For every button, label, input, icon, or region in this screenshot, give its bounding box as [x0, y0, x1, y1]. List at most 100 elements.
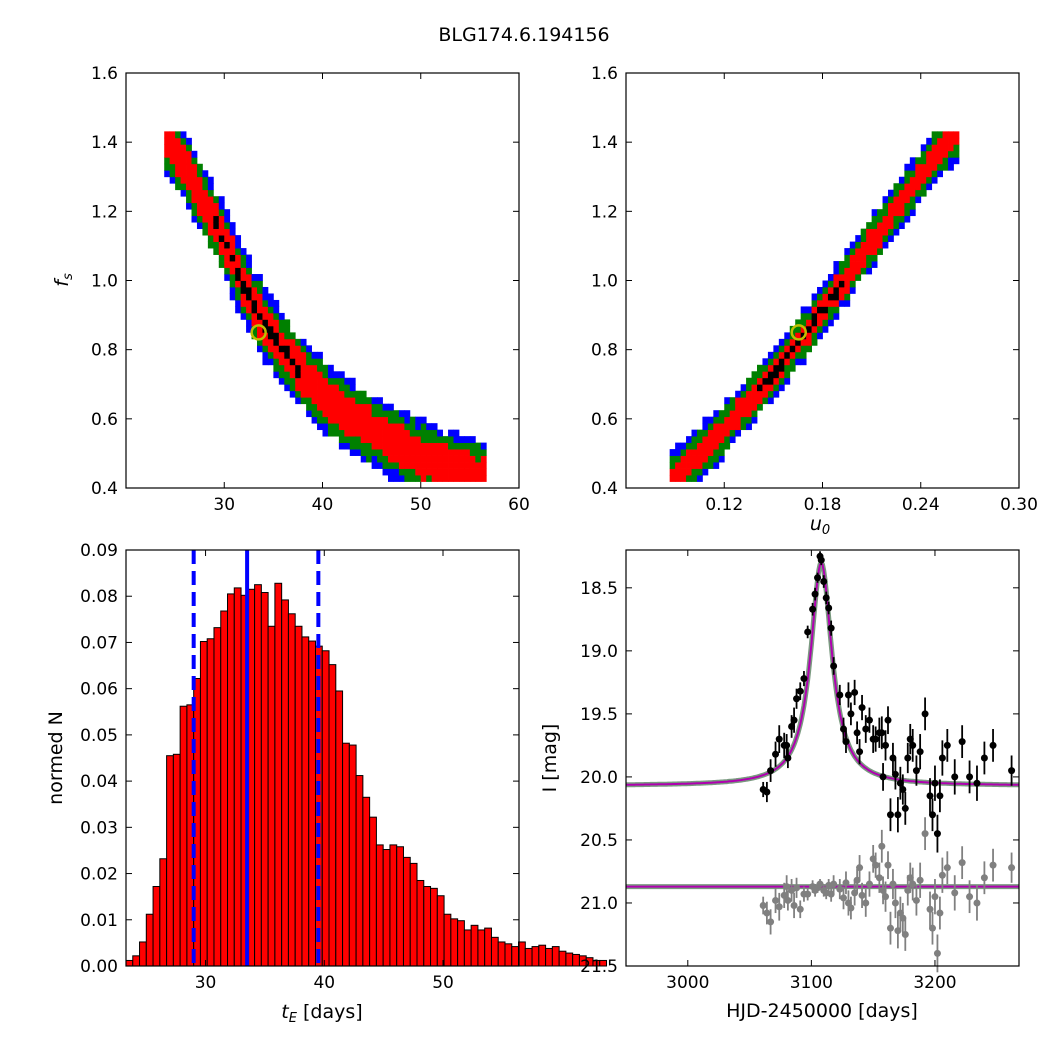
heatmap-cell-blue — [931, 176, 938, 184]
heatmap-cell-red — [855, 248, 862, 255]
heatmap-cell-red — [789, 351, 796, 359]
heatmap-cell-blue — [306, 345, 312, 353]
heatmap-cell-red — [860, 241, 867, 249]
heatmap-cell-red — [377, 442, 383, 450]
heatmap-cell-green — [475, 442, 482, 450]
heatmap-cell-green — [240, 306, 247, 314]
heatmap-cell-red — [377, 416, 383, 424]
heatmap-cell-green — [729, 403, 736, 411]
heatmap-cell-blue — [458, 436, 465, 444]
y-tick-label: 1.0 — [91, 272, 118, 292]
heatmap-cell-blue — [229, 228, 236, 236]
heatmap-cell-green — [344, 384, 351, 392]
heatmap-cell-red — [675, 475, 681, 482]
heatmap-cell-green — [360, 442, 367, 450]
heatmap-cell-green — [191, 202, 198, 210]
heatmap-cell-green — [789, 358, 796, 366]
heatmap-cell-red — [273, 351, 280, 359]
heatmap-cell-red — [388, 429, 394, 437]
heatmap-cell-green — [306, 351, 312, 359]
heatmap-cell-red — [882, 215, 889, 223]
heatmap-cell-blue — [735, 429, 742, 437]
heatmap-cell-green — [267, 306, 274, 314]
heatmap-cell-blue — [713, 462, 720, 469]
heatmap-cell-green — [464, 442, 471, 450]
data-point — [775, 903, 783, 911]
heatmap-cell-black — [806, 325, 812, 333]
heatmap-cell-red — [464, 455, 471, 463]
heatmap-cell-green — [191, 157, 198, 165]
histogram-bar — [179, 705, 188, 967]
heatmap-cell-green — [475, 449, 482, 456]
heatmap-cell-green — [235, 248, 242, 255]
heatmap-cell-blue — [866, 267, 873, 275]
data-point — [783, 883, 791, 891]
heatmap-cell-blue — [322, 429, 329, 437]
heatmap-cell-red — [257, 306, 263, 314]
heatmap-cell-red — [327, 384, 334, 392]
data-point — [1008, 864, 1016, 872]
y-tick-label: 0.05 — [80, 726, 118, 746]
histogram-bar — [294, 625, 303, 967]
heatmap-cell-blue — [415, 416, 422, 424]
heatmap-cell-red — [680, 455, 687, 463]
heatmap-cell-green — [382, 462, 389, 469]
heatmap-cell-green — [322, 364, 329, 372]
data-point — [772, 750, 780, 758]
figure-title: BLG174.6.194156 — [438, 24, 609, 46]
heatmap-cell-blue — [855, 235, 862, 242]
heatmap-cell-red — [860, 261, 867, 268]
heatmap-cell-red — [437, 462, 443, 469]
heatmap-cell-green — [844, 254, 851, 262]
data-point — [943, 741, 951, 749]
heatmap-cell-blue — [696, 475, 703, 482]
heatmap-cell-red — [871, 228, 878, 236]
heatmap-cell-blue — [773, 390, 780, 398]
heatmap-cell-green — [420, 436, 427, 444]
heatmap-cell-red — [262, 312, 269, 320]
data-point — [784, 754, 792, 762]
heatmap-cell-green — [289, 332, 296, 340]
y-tick-label: 1.0 — [591, 272, 618, 292]
heatmap-cell-green — [289, 377, 296, 385]
heatmap-cell-red — [213, 228, 220, 236]
heatmap-cell-black — [213, 222, 220, 230]
heatmap-cell-red — [311, 377, 318, 385]
data-point — [842, 738, 850, 746]
heatmap-cell-blue — [251, 274, 258, 281]
heatmap-cell-red — [213, 202, 220, 210]
data-point — [862, 725, 870, 733]
heatmap-cell-green — [931, 131, 938, 139]
heatmap-cell-green — [393, 410, 400, 418]
heatmap-cell-red — [817, 319, 823, 327]
heatmap-cell-red — [344, 397, 351, 405]
heatmap-cell-blue — [898, 176, 905, 184]
y-axis-label: I [mag] — [539, 724, 561, 793]
heatmap-cell-blue — [833, 261, 840, 268]
heatmap-cell-green — [322, 371, 329, 379]
heatmap-cell-red — [404, 449, 411, 456]
heatmap-cell-green — [273, 364, 280, 372]
heatmap-cell-red — [702, 449, 709, 456]
heatmap-cell-green — [196, 215, 203, 223]
heatmap-cell-green — [844, 293, 851, 301]
heatmap-cell-black — [767, 377, 774, 385]
heatmap-cell-red — [778, 351, 785, 359]
heatmap-cell-red — [306, 390, 312, 398]
heatmap-cell-green — [942, 157, 949, 165]
heatmap-cell-green — [196, 163, 203, 171]
data-point — [966, 773, 974, 781]
histogram-bar — [524, 947, 533, 967]
heatmap-cell-red — [696, 455, 703, 463]
heatmap-cell-blue — [267, 293, 274, 301]
histogram-bar — [545, 947, 553, 967]
plot-frame — [125, 549, 520, 967]
data-point — [817, 556, 825, 564]
heatmap-cell-red — [344, 429, 351, 437]
heatmap-cell-red — [295, 384, 302, 392]
heatmap-cell-green — [317, 416, 323, 424]
heatmap-cell-green — [213, 248, 220, 255]
heatmap-cell-red — [948, 144, 954, 152]
heatmap-cell-green — [426, 475, 433, 482]
histogram-bar — [477, 929, 486, 967]
